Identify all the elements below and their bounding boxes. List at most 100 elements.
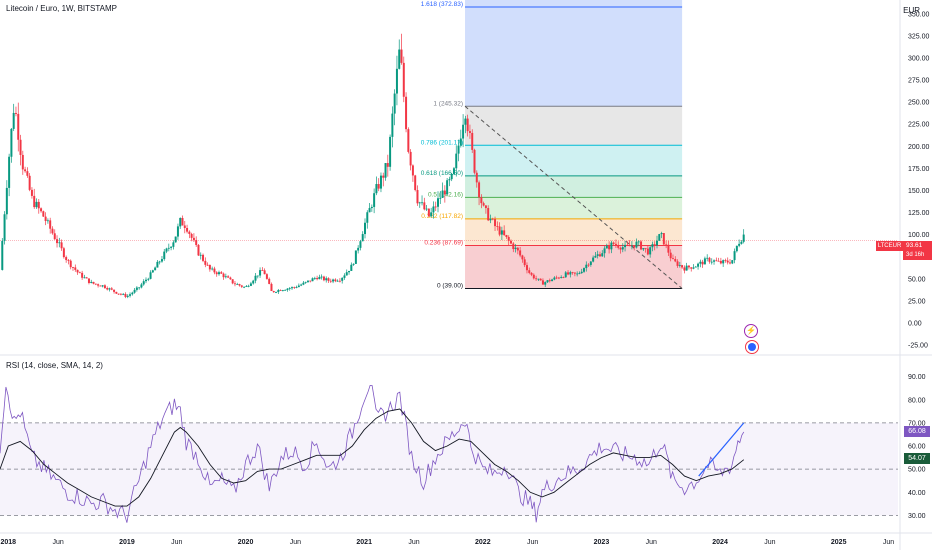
rsi-tick-label: 70.00: [908, 420, 926, 427]
candle-body: [379, 175, 382, 189]
candle-body: [151, 270, 154, 273]
candle-body: [3, 214, 6, 241]
candle-body: [425, 208, 428, 210]
price-badge[interactable]: LTCEUR 93.61 3d 16h: [876, 241, 932, 263]
candle-body: [5, 187, 8, 215]
main-pane[interactable]: 0 (39.00) 0.236 (87.69) 0.382 (117.82) 0.5 …: [0, 0, 898, 299]
candle-body: [500, 230, 503, 235]
candle-body: [211, 268, 214, 270]
candle-body: [304, 281, 307, 283]
candle-body: [236, 284, 239, 285]
candle-body: [678, 265, 681, 266]
candle-body: [138, 287, 141, 289]
candle-body: [261, 270, 264, 271]
candle-body: [281, 290, 284, 291]
candle-body: [674, 258, 677, 262]
candle-body: [373, 193, 376, 207]
candle-body: [507, 236, 510, 241]
rsi-pane[interactable]: [0, 384, 898, 523]
candle-body: [603, 248, 606, 254]
time-tick-label: 2021: [356, 539, 372, 546]
candle-body: [30, 189, 33, 196]
candle-body: [78, 272, 81, 274]
candle-body: [24, 169, 27, 172]
candle-body: [446, 180, 449, 195]
fib-trend-line: [464, 105, 683, 289]
candle-body: [284, 289, 287, 291]
candle-body: [605, 245, 608, 249]
candle-body: [343, 275, 346, 278]
candle-body: [617, 244, 620, 248]
candle-body: [699, 261, 702, 264]
fib-zone: [465, 245, 683, 289]
candle-body: [135, 287, 138, 290]
candle-body: [275, 292, 278, 293]
candle-body: [181, 217, 184, 226]
candle-body: [733, 251, 736, 261]
candle-body: [370, 206, 373, 209]
candle-body: [327, 278, 330, 281]
candle-body: [1, 240, 4, 270]
rsi-tick-label: 90.00: [908, 374, 926, 381]
candle-body: [329, 280, 332, 282]
time-tick-label: 2024: [712, 539, 728, 546]
candle-body: [676, 261, 679, 266]
lightning-icon[interactable]: ⚡: [744, 324, 758, 338]
candle-body: [81, 272, 84, 278]
candle-body: [389, 136, 392, 167]
candle-body: [541, 280, 544, 285]
candle-body: [21, 154, 24, 170]
candle-body: [60, 242, 63, 249]
candle-body: [573, 272, 576, 274]
candle-body: [72, 267, 75, 268]
candle-body: [523, 259, 526, 266]
candle-body: [375, 184, 378, 194]
candle-body: [551, 279, 554, 282]
rsi-tick-label: 60.00: [908, 444, 926, 451]
candle-body: [259, 270, 262, 276]
time-tick-label: Jun: [52, 539, 63, 546]
candle-body: [14, 112, 17, 114]
candle-body: [83, 277, 86, 279]
candle-body: [279, 290, 282, 291]
candle-body: [140, 284, 143, 288]
candle-body: [254, 275, 257, 281]
candle-body: [578, 273, 581, 274]
candle-body: [126, 295, 129, 297]
candle-body: [715, 260, 718, 262]
candle-body: [243, 286, 246, 288]
candle-body: [430, 212, 433, 217]
fib-zone: [465, 106, 683, 146]
candle-body: [199, 254, 202, 256]
candle-body: [10, 128, 13, 157]
candle-body: [62, 248, 65, 258]
candle-body: [249, 283, 252, 286]
candle-body: [630, 245, 633, 247]
candle-body: [544, 282, 547, 285]
candle-body: [359, 241, 362, 248]
candle-body: [348, 270, 351, 273]
candle-body: [708, 257, 711, 262]
candle-body: [594, 255, 597, 258]
candle-body: [51, 228, 54, 234]
fib-level-label: 0.382 (117.82): [421, 213, 463, 220]
candle-body: [455, 153, 458, 169]
candle-body: [179, 217, 182, 227]
fib-zone: [465, 145, 683, 176]
currency-label: EUR: [903, 6, 920, 15]
candle-body: [338, 280, 341, 282]
fib-level-label: 0.236 (87.69): [424, 239, 463, 246]
candle-body: [576, 273, 579, 275]
candle-body: [108, 288, 111, 290]
candle-body: [713, 260, 716, 262]
candle-body: [450, 173, 453, 180]
candle-body: [697, 263, 700, 267]
flag-icon[interactable]: [745, 340, 759, 354]
candle-body: [58, 242, 61, 244]
candle-body: [167, 247, 170, 249]
candle-body: [49, 220, 52, 229]
rsi-tick-label: 30.00: [908, 513, 926, 520]
candle-body: [113, 289, 116, 292]
candle-body: [462, 124, 465, 139]
